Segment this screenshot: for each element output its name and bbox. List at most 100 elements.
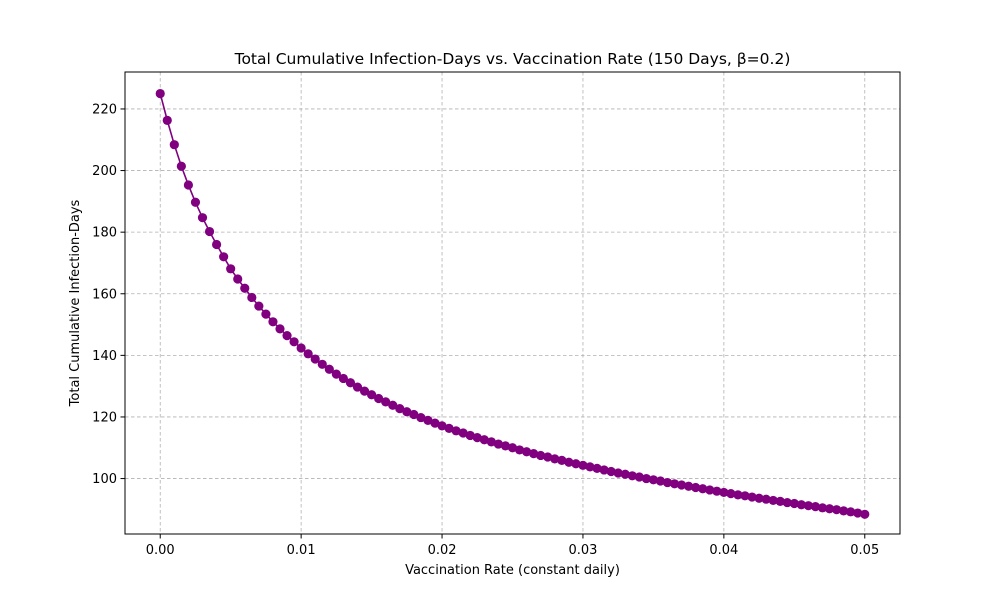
data-point (183, 180, 194, 190)
data-point (592, 463, 602, 473)
data-point (240, 283, 250, 293)
data-point (775, 496, 785, 506)
y-tick-label: 100 (92, 472, 117, 487)
data-point (430, 418, 440, 428)
x-tick-label: 0.03 (568, 543, 597, 558)
data-point (521, 447, 532, 457)
data-point (824, 504, 835, 514)
data-point (634, 472, 644, 482)
data-point (190, 197, 201, 207)
data-point (402, 407, 412, 417)
data-point (451, 426, 461, 436)
data-point (197, 213, 208, 223)
data-point (529, 449, 539, 459)
data-point (846, 507, 856, 517)
data-point (662, 477, 673, 488)
data-point (669, 479, 680, 489)
data-point (233, 274, 243, 284)
data-point (613, 468, 623, 478)
data-point (345, 378, 356, 388)
data-point (676, 480, 687, 490)
data-point (296, 343, 306, 353)
y-tick-label: 220 (92, 102, 117, 117)
data-point (655, 476, 666, 486)
data-point (550, 454, 560, 464)
data-point (226, 264, 236, 274)
data-point (381, 397, 391, 407)
data-point (641, 473, 651, 484)
data-point (698, 484, 708, 494)
data-point (571, 459, 581, 469)
data-point (627, 471, 637, 481)
data-point (493, 439, 504, 449)
x-tick-label: 0.05 (850, 543, 879, 558)
data-point (564, 457, 574, 467)
data-point (514, 445, 525, 455)
data-point (691, 482, 701, 493)
data-point (437, 421, 447, 431)
y-tick-label: 140 (92, 349, 117, 364)
x-tick-label: 0.01 (287, 543, 316, 558)
data-point (599, 465, 609, 475)
data-point (162, 115, 172, 125)
y-tick-label: 160 (92, 287, 117, 302)
data-point (536, 450, 546, 461)
data-point (768, 495, 778, 506)
x-tick-label: 0.04 (709, 543, 738, 558)
data-point (338, 373, 349, 384)
data-point (472, 432, 482, 443)
data-point (465, 430, 475, 441)
data-point (324, 364, 334, 374)
chart-title: Total Cumulative Infection-Days vs. Vacc… (234, 50, 791, 68)
grid (125, 72, 900, 534)
data-point (747, 492, 757, 502)
data-point (543, 452, 553, 462)
data-point (726, 489, 736, 499)
data-point (268, 317, 278, 327)
data-point (860, 509, 870, 519)
data-point (705, 485, 715, 495)
data-point (740, 491, 750, 501)
data-point (712, 486, 722, 496)
y-tick-label: 120 (92, 410, 117, 425)
data-point (507, 443, 518, 453)
data-point (578, 460, 588, 470)
data-point (648, 475, 659, 485)
data-point (789, 498, 799, 509)
data-point (331, 369, 341, 379)
data-point (155, 88, 165, 99)
data-point (754, 493, 764, 503)
data-point (289, 337, 299, 347)
ticks: 0.00 0.01 0.02 0.03 0.04 0.05 100 120 140 160 180 2… (92, 102, 879, 558)
data-point (247, 292, 257, 303)
data-point (796, 500, 806, 510)
data-point (416, 412, 426, 423)
data-point (366, 390, 377, 400)
data-point (176, 161, 186, 171)
data-point (359, 386, 370, 396)
data-point (782, 497, 792, 508)
y-tick-label: 200 (92, 164, 117, 179)
data-point (500, 441, 511, 451)
data-point (557, 455, 567, 465)
data-point (620, 469, 630, 479)
x-tick-label: 0.02 (428, 543, 457, 558)
data-point (761, 494, 771, 504)
y-axis-label: Total Cumulative Infection-Days (68, 199, 83, 407)
data-point (219, 252, 229, 262)
data-point (444, 423, 454, 433)
x-axis-label: Vaccination Rate (constant daily) (405, 563, 620, 578)
data-point (831, 505, 842, 515)
data-point (719, 487, 729, 498)
data-point (388, 400, 398, 410)
data-point (317, 359, 327, 369)
data-point (458, 428, 468, 438)
data-point (261, 309, 271, 319)
data-point (310, 354, 320, 364)
y-tick-label: 180 (92, 226, 117, 241)
data-point (395, 404, 405, 414)
data-point (817, 503, 828, 513)
